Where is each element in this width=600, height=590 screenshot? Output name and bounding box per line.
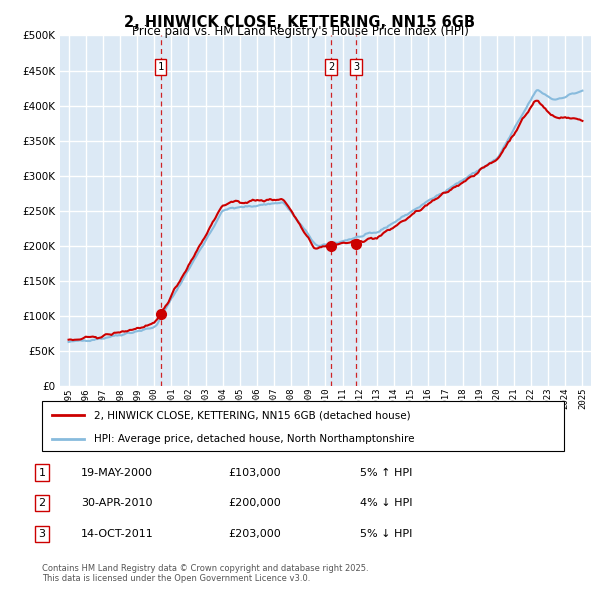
Text: 5% ↑ HPI: 5% ↑ HPI bbox=[360, 468, 412, 477]
Text: 3: 3 bbox=[353, 62, 359, 72]
Text: HPI: Average price, detached house, North Northamptonshire: HPI: Average price, detached house, Nort… bbox=[94, 434, 415, 444]
Text: 2, HINWICK CLOSE, KETTERING, NN15 6GB: 2, HINWICK CLOSE, KETTERING, NN15 6GB bbox=[125, 15, 476, 30]
Text: 19-MAY-2000: 19-MAY-2000 bbox=[81, 468, 153, 477]
Text: Contains HM Land Registry data © Crown copyright and database right 2025.
This d: Contains HM Land Registry data © Crown c… bbox=[42, 563, 368, 583]
Text: 1: 1 bbox=[38, 468, 46, 477]
Text: 1: 1 bbox=[158, 62, 164, 72]
Text: 2, HINWICK CLOSE, KETTERING, NN15 6GB (detached house): 2, HINWICK CLOSE, KETTERING, NN15 6GB (d… bbox=[94, 410, 411, 420]
Text: 3: 3 bbox=[38, 529, 46, 539]
Text: £203,000: £203,000 bbox=[228, 529, 281, 539]
Text: 4% ↓ HPI: 4% ↓ HPI bbox=[360, 499, 413, 508]
Text: 2: 2 bbox=[328, 62, 334, 72]
Text: 30-APR-2010: 30-APR-2010 bbox=[81, 499, 152, 508]
FancyBboxPatch shape bbox=[42, 401, 564, 451]
Text: 5% ↓ HPI: 5% ↓ HPI bbox=[360, 529, 412, 539]
Text: £200,000: £200,000 bbox=[228, 499, 281, 508]
Text: 2: 2 bbox=[38, 499, 46, 508]
Text: £103,000: £103,000 bbox=[228, 468, 281, 477]
Text: Price paid vs. HM Land Registry's House Price Index (HPI): Price paid vs. HM Land Registry's House … bbox=[131, 25, 469, 38]
Text: 14-OCT-2011: 14-OCT-2011 bbox=[81, 529, 154, 539]
